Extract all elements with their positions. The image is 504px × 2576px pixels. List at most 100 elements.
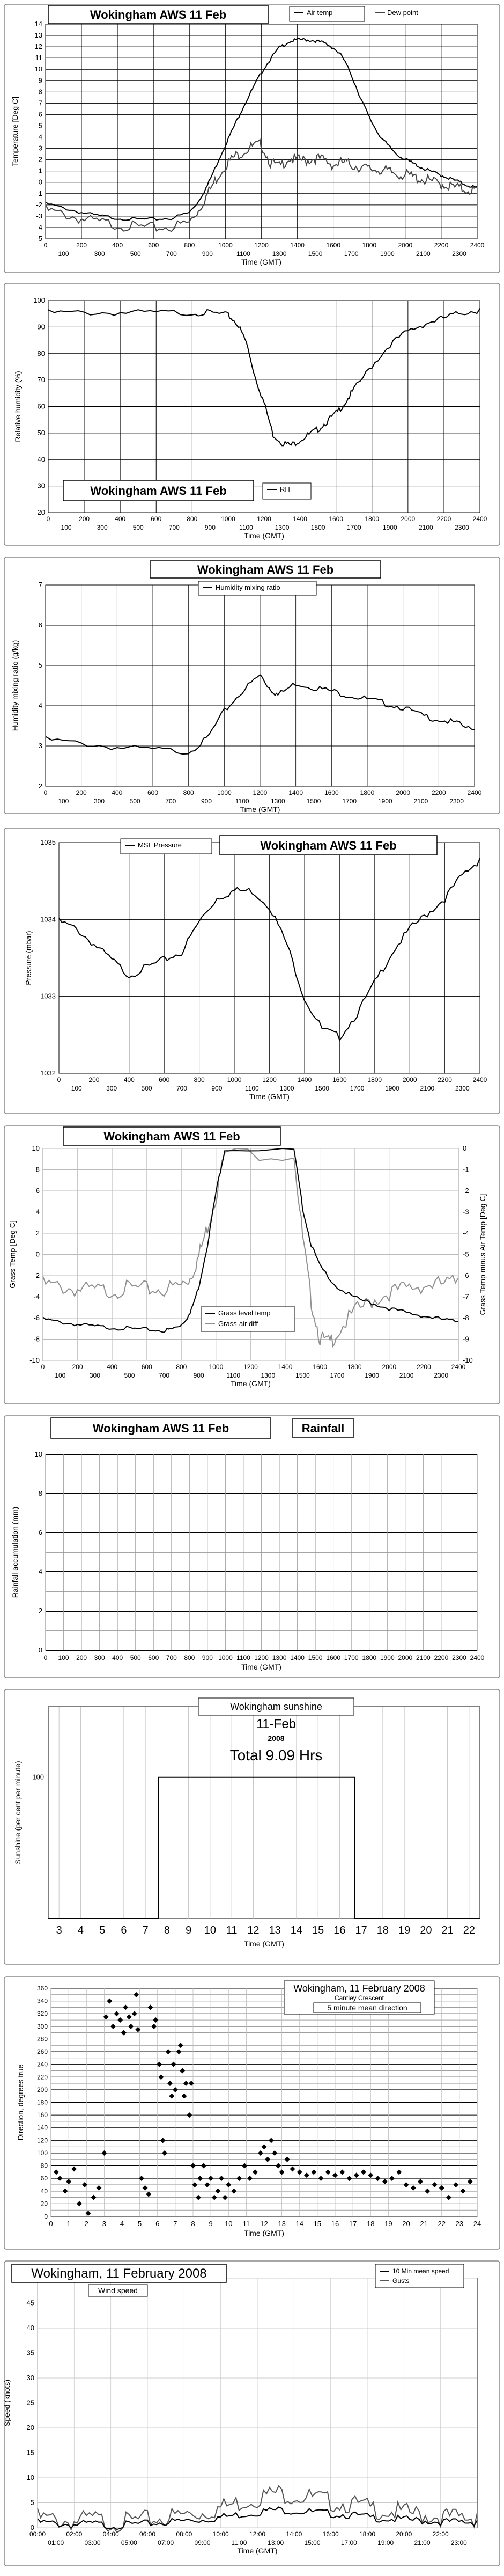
y-tick-label: 100 — [37, 2149, 48, 2157]
y-tick-label: 240 — [37, 2061, 48, 2068]
sunshine-line — [48, 1776, 480, 1919]
mean-speed-line — [37, 2506, 478, 2530]
x-tick-label: 15 — [314, 2220, 321, 2228]
x-tick-label: 1800 — [362, 1654, 376, 1662]
legend-box — [201, 1306, 295, 1332]
humidity-chart-panel: 20 30 40 50 60 70 80 90 100 0 200 400 600 800 1000 1200… — [0, 279, 504, 547]
y-axis-label: Sunshine (per cent per minute) — [13, 1761, 22, 1864]
direction-point — [272, 2150, 278, 2156]
direction-point — [131, 2011, 137, 2017]
x-tick-label: 1400 — [278, 1363, 293, 1371]
chart-title: Wokingham AWS 11 Feb — [197, 563, 333, 576]
x-tick-label: 1600 — [313, 1363, 327, 1371]
x-tick-label: 1100 — [236, 250, 250, 258]
x-tick-label: 2200 — [438, 1076, 452, 1084]
direction-point — [252, 2169, 258, 2175]
y-tick-label: 20 — [41, 2200, 48, 2207]
y-tick-label: 140 — [37, 2124, 48, 2132]
direction-point — [66, 2179, 72, 2185]
x-tick-label: 6 — [155, 2220, 159, 2228]
x-tick-label: 900 — [211, 1085, 222, 1092]
y2-tick-label: 0 — [463, 1144, 466, 1152]
x-tick-label: 1200 — [262, 1076, 277, 1084]
x-tick-label: 6 — [121, 1924, 127, 1936]
direction-point — [297, 2169, 302, 2175]
direction-point — [279, 2169, 285, 2175]
y-tick-label: 4 — [39, 701, 42, 709]
y-tick-label: 5 — [39, 121, 42, 129]
y-tick-label: 0 — [39, 178, 42, 186]
direction-point — [172, 2087, 178, 2092]
y-tick-label: 9 — [39, 76, 42, 84]
x-tick-label: 2200 — [437, 515, 451, 523]
y-axis-label: Grass Temp [Deg C] — [8, 1220, 17, 1289]
direction-point — [146, 2191, 152, 2197]
x-tick-label: 12 — [260, 2220, 268, 2228]
wind-direction-chart-panel: 0 20 40 60 80 100 120 140 160 180 200 220 240 260 280 3… — [0, 1972, 504, 2251]
x-tick-label: 2000 — [403, 1076, 417, 1084]
x-axis-label: Time (GMT) — [241, 258, 281, 266]
y-tick-label: 70 — [38, 376, 45, 384]
x-tick-label: 22 — [438, 2220, 446, 2228]
direction-point — [195, 2194, 201, 2200]
y-tick-label: 30 — [38, 482, 45, 490]
direction-point — [96, 2185, 102, 2191]
x-tick-label: 1800 — [360, 789, 375, 796]
direction-point — [211, 2194, 217, 2200]
x-tick-label: 22 — [463, 1924, 475, 1936]
x-tick-label: 200 — [88, 1076, 99, 1084]
y-tick-label: 0 — [44, 2213, 48, 2220]
direction-point — [110, 2023, 116, 2029]
x-axis-label: Time (GMT) — [241, 1663, 281, 1671]
x-tick-label: 1100 — [236, 1654, 250, 1662]
y-tick-label: 1 — [39, 167, 42, 175]
direction-point — [242, 2163, 248, 2169]
x-tick-label: 500 — [130, 797, 140, 805]
x-tick-label: 900 — [194, 1372, 204, 1379]
direction-point — [418, 2179, 423, 2185]
direction-point — [162, 2150, 167, 2156]
y-tick-label: 8 — [39, 87, 42, 96]
y-tick-label: -4 — [36, 223, 42, 231]
direction-point — [151, 2023, 157, 2029]
x-tick-label: 1400 — [290, 1654, 305, 1662]
y-tick-label: -6 — [33, 1314, 40, 1322]
chart-title-box — [50, 1417, 271, 1439]
y-tick-label: 6 — [39, 1528, 42, 1536]
x-tick-label: 1200 — [254, 1654, 269, 1662]
y-tick-label: 60 — [38, 402, 45, 411]
x-tick-label: 1600 — [329, 515, 343, 523]
chart-title-box — [63, 480, 254, 501]
x-tick-label: 100 — [58, 1654, 69, 1662]
x-tick-label: 1100 — [226, 1372, 240, 1379]
direction-point — [176, 2049, 182, 2055]
x-tick-label: 1600 — [326, 1654, 340, 1662]
y-tick-label: 180 — [37, 2099, 48, 2106]
direction-point — [257, 2150, 263, 2156]
x-tick-label: 900 — [202, 1654, 213, 1662]
x-tick-label: 21 — [420, 2220, 427, 2228]
y-tick-label: 2 — [39, 1607, 42, 1615]
direction-point — [346, 2176, 352, 2182]
x-tick-label: 1300 — [272, 1654, 287, 1662]
x-tick-label: 500 — [130, 1654, 141, 1662]
x-tick-label: 1000 — [218, 1654, 233, 1662]
y-tick-label: 25 — [27, 2399, 34, 2407]
y2-tick-label: -10 — [463, 1356, 473, 1364]
y-tick-label: -1 — [36, 189, 42, 197]
y2-tick-label: -2 — [463, 1187, 469, 1195]
x-tick-label: 14 — [296, 2220, 303, 2228]
x-tick-label: 800 — [184, 1654, 195, 1662]
direction-point — [181, 2093, 187, 2099]
x-tick-label: 20 — [402, 2220, 410, 2228]
x-tick-label: 500 — [130, 250, 141, 258]
y-tick-label: 220 — [37, 2073, 48, 2081]
x-tick-label: 700 — [159, 1372, 169, 1379]
x-tick-label: 20 — [420, 1924, 432, 1936]
x-tick-label: 1400 — [298, 1076, 312, 1084]
x-tick-label: 17 — [349, 2220, 357, 2228]
x-tick-label: 1200 — [253, 789, 268, 796]
x-tick-label: 2400 — [468, 789, 482, 796]
